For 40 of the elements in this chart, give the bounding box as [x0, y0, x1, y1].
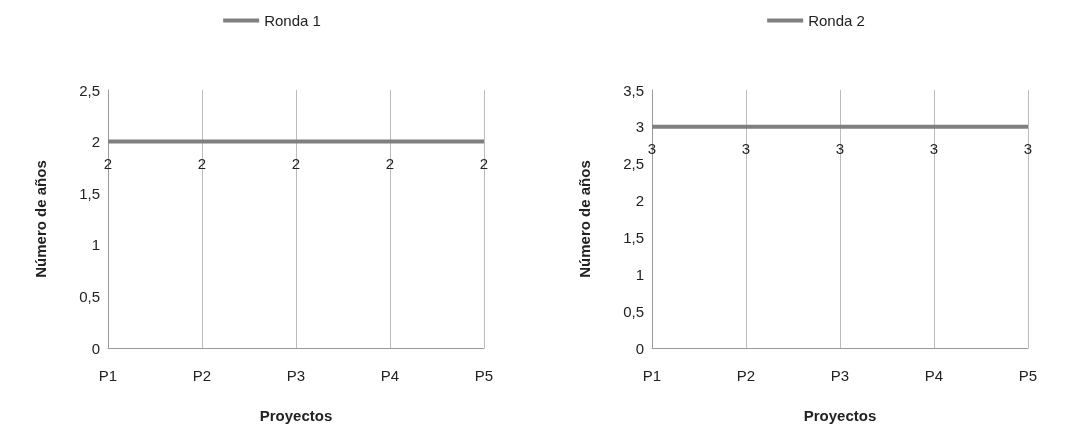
x-axis-title: Proyectos — [803, 407, 877, 424]
data-label: 2 — [479, 154, 489, 172]
data-label: 2 — [291, 154, 301, 172]
x-tick-label: P5 — [1018, 367, 1038, 384]
data-label: 2 — [197, 154, 207, 172]
y-tick-label: 0,5 — [79, 287, 100, 305]
y-tick-label: 2,5 — [79, 81, 100, 99]
y-tick-label: 0 — [635, 339, 644, 357]
y-tick-label: 2 — [635, 192, 644, 210]
x-tick-label: P4 — [924, 367, 944, 384]
x-tick-label: P2 — [736, 367, 756, 384]
y-tick-label: 1,5 — [623, 228, 644, 246]
data-label: 3 — [647, 139, 657, 157]
y-tick-label: 2,5 — [623, 155, 644, 173]
y-tick-label: 1,5 — [79, 184, 100, 202]
data-label: 2 — [385, 154, 395, 172]
x-tick-label: P1 — [642, 367, 662, 384]
x-tick-label: P5 — [474, 367, 494, 384]
y-tick-label: 3 — [635, 118, 644, 136]
x-tick-label: P2 — [192, 367, 212, 384]
y-tick-label: 1 — [91, 236, 100, 254]
y-tick-label: 1 — [635, 265, 644, 283]
y-tick-label: 2 — [91, 133, 100, 151]
x-axis-title: Proyectos — [259, 407, 333, 424]
y-axis-title: Número de años — [32, 160, 49, 278]
data-label: 3 — [929, 139, 939, 157]
y-tick-label: 0 — [91, 339, 100, 357]
data-label: 2 — [103, 154, 113, 172]
x-tick-label: P3 — [830, 367, 850, 384]
legend-label: Ronda 2 — [808, 12, 865, 29]
y-tick-label: 0,5 — [623, 302, 644, 320]
data-label: 3 — [835, 139, 845, 157]
y-axis-title: Número de años — [576, 160, 593, 278]
x-tick-label: P4 — [380, 367, 400, 384]
y-tick-label: 3,5 — [623, 81, 644, 99]
data-label: 3 — [741, 139, 751, 157]
legend-label: Ronda 1 — [264, 12, 321, 29]
data-label: 3 — [1023, 139, 1033, 157]
x-tick-label: P1 — [98, 367, 118, 384]
x-tick-label: P3 — [286, 367, 306, 384]
